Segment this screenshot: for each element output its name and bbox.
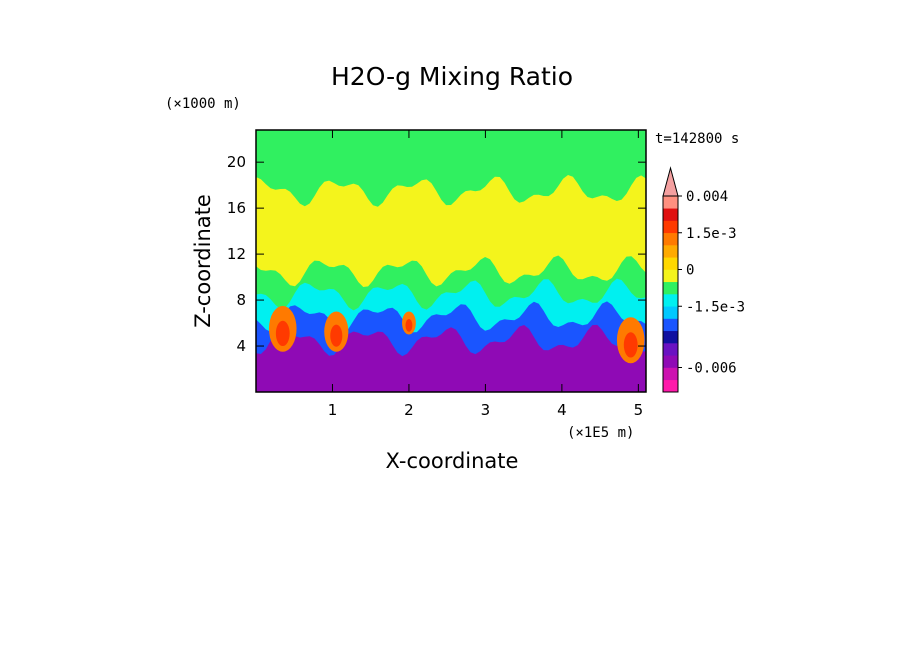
contour-band [256, 324, 646, 392]
y-tick-label: 8 [236, 291, 246, 309]
colorbar-cap [662, 166, 679, 197]
x-axis-ticks: 1 2 3 4 5 [328, 130, 643, 419]
colorbar-segment [663, 318, 678, 332]
colorbar-frame [662, 195, 679, 393]
plume-core [405, 319, 413, 332]
time-label: t=142800 s [655, 131, 739, 147]
x-axis-unit: (×1E5 m) [567, 425, 634, 441]
plume-core [623, 332, 638, 358]
colorbar-segment [663, 294, 678, 307]
colorbar-segment [663, 330, 678, 344]
colorbar-segment [663, 196, 678, 209]
colorbar-segment [663, 220, 678, 234]
y-tick-label: 20 [227, 153, 246, 171]
colorbar-segment [663, 208, 678, 221]
y-tick-label: 12 [227, 245, 246, 263]
colorbar-label: 0 [686, 263, 694, 279]
colorbar-segment [663, 269, 678, 283]
y-tick-label: 16 [227, 199, 246, 217]
colorbar-segment [663, 306, 678, 319]
x-tick-label: 3 [481, 401, 491, 419]
x-tick-label: 5 [634, 401, 644, 419]
colorbar-segment [663, 355, 678, 368]
colorbar-segment [663, 379, 678, 393]
colorbar-segment [663, 232, 678, 246]
x-tick-label: 4 [557, 401, 567, 419]
contour-field [256, 130, 646, 392]
colorbar-segment [663, 281, 678, 295]
colorbar-label: 0.004 [686, 189, 728, 205]
y-axis-label: Z-coordinate [191, 194, 215, 328]
y-axis-unit: (×1000 m) [165, 96, 241, 112]
x-axis-label: X-coordinate [386, 449, 519, 473]
y-tick-label: 4 [236, 337, 246, 355]
y-axis-ticks: 4 8 12 16 20 [227, 153, 646, 355]
colorbar-label: 1.5e-3 [686, 226, 737, 242]
chart-title: H2O-g Mixing Ratio [331, 62, 573, 91]
x-tick-label: 1 [328, 401, 338, 419]
x-tick-label: 2 [404, 401, 414, 419]
colorbar-segment [663, 257, 678, 270]
colorbar-segment [663, 245, 678, 258]
colorbar-segment [663, 367, 678, 381]
plume-core [275, 320, 290, 347]
plot-frame [255, 129, 647, 393]
colorbar-label: -1.5e-3 [686, 299, 745, 315]
plume-core [330, 324, 343, 347]
colorbar: 0.004 1.5e-3 0 -1.5e-3 -0.006 [662, 166, 745, 393]
colorbar-label: -0.006 [686, 361, 737, 377]
colorbar-segment [663, 343, 678, 356]
